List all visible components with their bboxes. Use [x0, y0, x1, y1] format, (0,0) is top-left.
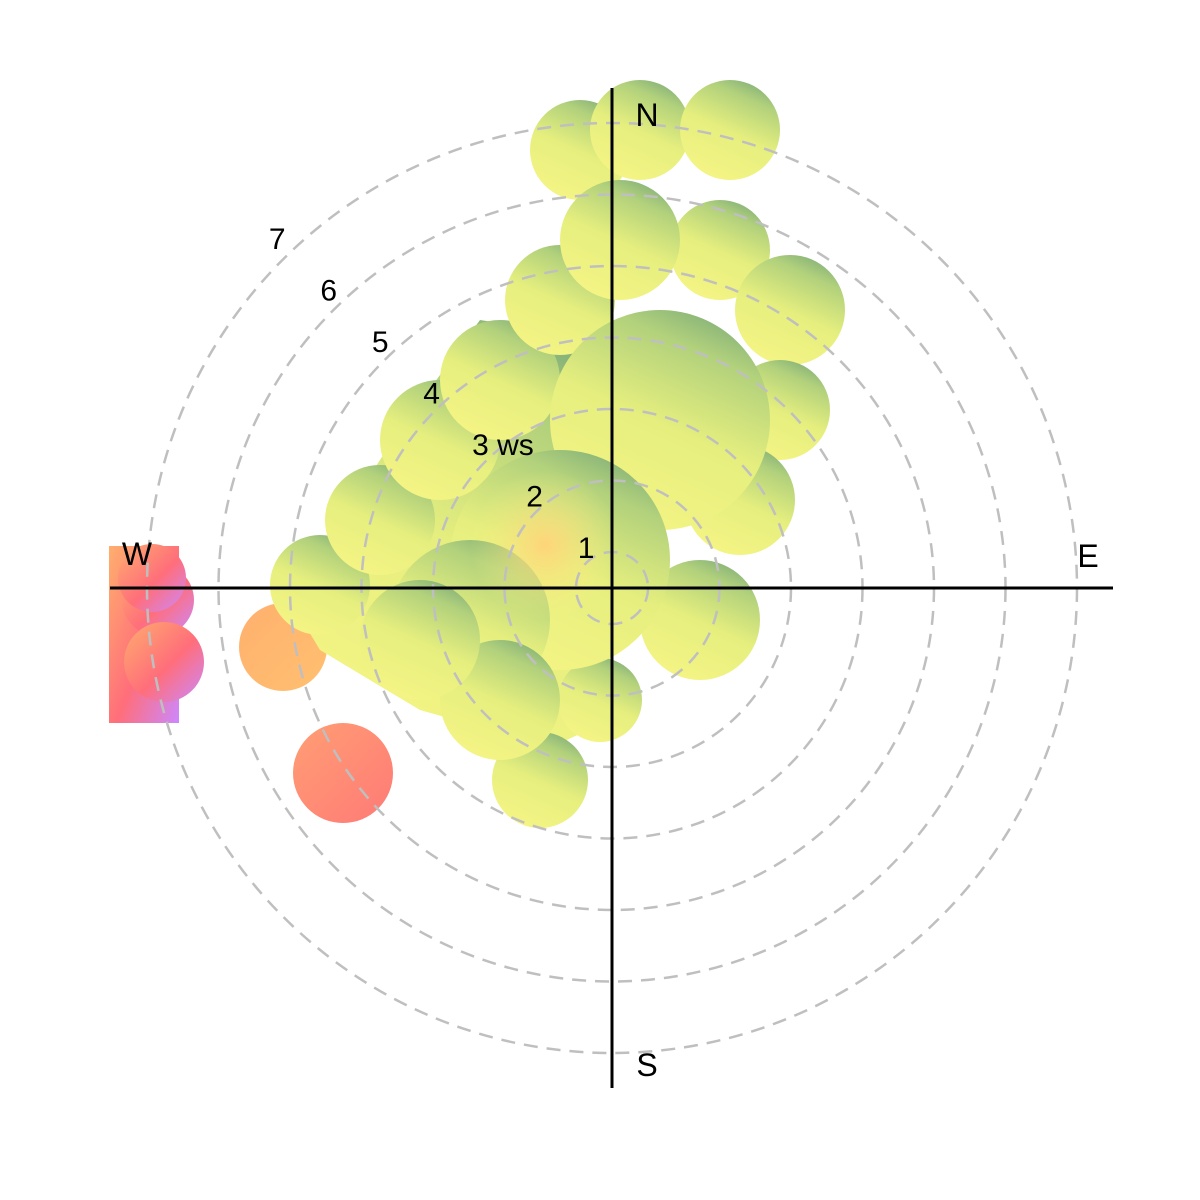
- direction-labels: N E S W: [122, 97, 1099, 1083]
- surface-hotspot: [470, 470, 620, 620]
- compass-axes: [110, 88, 1113, 1088]
- radial-tick-label-1: 1: [578, 532, 595, 565]
- surface-west-cluster: [109, 544, 204, 723]
- radial-tick-label-7: 7: [269, 223, 286, 256]
- radial-tick-label-6: 6: [320, 275, 337, 308]
- direction-label-w: W: [122, 536, 153, 572]
- direction-label-s: S: [636, 1047, 657, 1083]
- radial-tick-label-4: 4: [423, 378, 440, 411]
- radial-tick-labels: 1 2 3 ws 4 5 6 7: [269, 223, 595, 565]
- direction-label-e: E: [1077, 538, 1098, 574]
- radial-tick-label-3: 3 ws: [472, 429, 534, 462]
- radial-tick-label-2: 2: [526, 481, 543, 514]
- radial-tick-label-5: 5: [372, 326, 389, 359]
- direction-label-n: N: [635, 97, 658, 133]
- surface-main-region: [270, 80, 845, 828]
